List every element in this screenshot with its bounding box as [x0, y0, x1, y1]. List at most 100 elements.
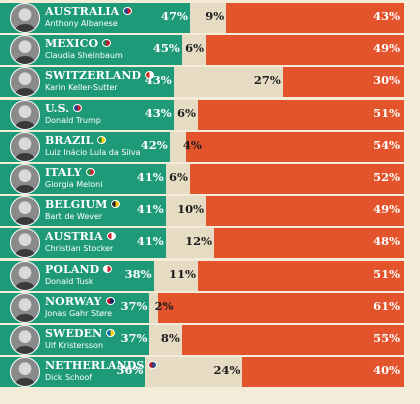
- neutral-value-label: 9%: [205, 9, 225, 23]
- flag-icon: [97, 135, 107, 144]
- chart-row: NETHERLANDS Dick Schoof 36% 24% 40%: [0, 357, 420, 388]
- chart-row: BRAZIL Luiz Inácio Lula da Silva 42% 4% 54%: [0, 131, 420, 162]
- chart-row: NORWAY Jonas Gahr Støre 37% 2% 61%: [0, 292, 420, 323]
- neutral-bar: [149, 292, 158, 323]
- disapprove-bar: [206, 196, 404, 227]
- disapprove-bar: [282, 67, 404, 98]
- approve-value-label: 41%: [136, 170, 164, 184]
- disapprove-value-label: 55%: [373, 331, 400, 345]
- neutral-value-label: 11%: [169, 266, 196, 281]
- leader-avatar: [10, 357, 40, 388]
- neutral-value-label: 6%: [177, 105, 196, 120]
- neutral-value-label: 4%: [182, 137, 202, 152]
- neutral-bar: [165, 196, 207, 227]
- neutral-bar: [189, 3, 227, 33]
- approve-value-label: 43%: [144, 105, 172, 120]
- leader-avatar: [10, 99, 40, 130]
- country-label: MEXICO: [45, 37, 99, 51]
- disapprove-bar: [226, 3, 404, 33]
- neutral-bar: [153, 260, 198, 291]
- approve-value-label: 42%: [140, 137, 168, 152]
- leader-name: Donald Tusk: [45, 276, 94, 286]
- leader-avatar: [10, 67, 40, 98]
- country-label: U.S.: [45, 101, 70, 115]
- chart-row: BELGIUM Bart de Wever 41% 10% 49%: [0, 196, 420, 227]
- disapprove-bar: [214, 228, 404, 259]
- disapprove-bar: [197, 260, 404, 291]
- leader-avatar: [10, 292, 40, 323]
- disapprove-value-label: 54%: [373, 137, 400, 152]
- leader-name: Christian Stocker: [45, 244, 114, 254]
- neutral-bar: [181, 35, 207, 66]
- neutral-bar: [149, 325, 182, 355]
- flag-icon: [123, 7, 133, 15]
- disapprove-bar: [206, 35, 404, 66]
- disapprove-bar: [189, 164, 404, 194]
- flag-icon: [103, 264, 113, 273]
- neutral-bar: [145, 357, 243, 388]
- neutral-bar: [169, 131, 186, 162]
- neutral-bar: [165, 164, 190, 194]
- leader-avatar: [10, 35, 40, 66]
- country-label: AUSTRIA: [45, 230, 103, 244]
- flag-icon: [106, 232, 116, 241]
- country-label: NETHERLANDS: [45, 359, 145, 373]
- country-label: SWEDEN: [45, 327, 103, 340]
- leader-name: Luiz Inácio Lula da Silva: [45, 147, 141, 157]
- country-label: AUSTRALIA: [45, 5, 120, 18]
- leader-avatar: [10, 3, 40, 33]
- leader-name: Jonas Gahr Støre: [45, 308, 113, 318]
- disapprove-value-label: 52%: [373, 170, 400, 184]
- leader-name: Ulf Kristersson: [45, 341, 104, 350]
- disapprove-value-label: 51%: [373, 266, 400, 281]
- leader-name: Dick Schoof: [45, 373, 93, 383]
- approve-value-label: 36%: [116, 363, 144, 378]
- flag-icon: [145, 71, 155, 80]
- leader-avatar: [10, 131, 40, 162]
- country-label: BELGIUM: [45, 198, 108, 212]
- approve-value-label: 47%: [160, 9, 188, 23]
- chart-row: SWITZERLAND Karin Keller-Sutter 43% 27% 30%: [0, 67, 420, 98]
- neutral-bar: [173, 99, 198, 130]
- neutral-bar: [173, 67, 283, 98]
- disapprove-bar: [197, 99, 404, 130]
- country-label: ITALY: [45, 166, 82, 179]
- neutral-value-label: 24%: [213, 363, 241, 378]
- neutral-value-label: 27%: [253, 73, 281, 88]
- approve-value-label: 41%: [136, 234, 164, 249]
- approve-value-label: 38%: [124, 266, 152, 281]
- leader-name: Anthony Albanese: [45, 19, 118, 28]
- disapprove-value-label: 61%: [373, 298, 400, 313]
- flag-icon: [85, 168, 95, 176]
- neutral-value-label: 10%: [177, 202, 205, 217]
- flag-icon: [73, 103, 83, 112]
- chart-row: AUSTRIA Christian Stocker 41% 12% 48%: [0, 228, 420, 259]
- disapprove-value-label: 49%: [373, 202, 400, 217]
- neutral-value-label: 6%: [168, 170, 188, 184]
- chart-row: SWEDEN Ulf Kristersson 37% 8% 55%: [0, 325, 420, 355]
- leader-name: Donald Trump: [45, 115, 101, 125]
- flag-icon: [102, 39, 112, 48]
- leader-avatar: [10, 260, 40, 291]
- neutral-value-label: 8%: [160, 331, 180, 345]
- flag-icon: [106, 329, 116, 337]
- country-label: NORWAY: [45, 294, 102, 308]
- disapprove-value-label: 51%: [373, 105, 400, 120]
- chart-row: MEXICO Claudia Sheinbaum 45% 6% 49%: [0, 35, 420, 66]
- approve-value-label: 37%: [120, 331, 148, 345]
- disapprove-bar: [185, 131, 404, 162]
- neutral-value-label: 2%: [154, 298, 174, 313]
- neutral-value-label: 6%: [185, 41, 205, 56]
- leader-avatar: [10, 325, 40, 355]
- country-label: BRAZIL: [45, 133, 94, 147]
- disapprove-value-label: 43%: [373, 9, 400, 23]
- chart-row: U.S. Donald Trump 43% 6% 51%: [0, 99, 420, 130]
- approve-value-label: 37%: [120, 298, 148, 313]
- disapprove-bar: [242, 357, 404, 388]
- flag-icon: [111, 200, 121, 209]
- country-label: POLAND: [45, 262, 100, 276]
- country-label: SWITZERLAND: [45, 69, 142, 83]
- flag-icon: [148, 361, 158, 370]
- leader-avatar: [10, 228, 40, 259]
